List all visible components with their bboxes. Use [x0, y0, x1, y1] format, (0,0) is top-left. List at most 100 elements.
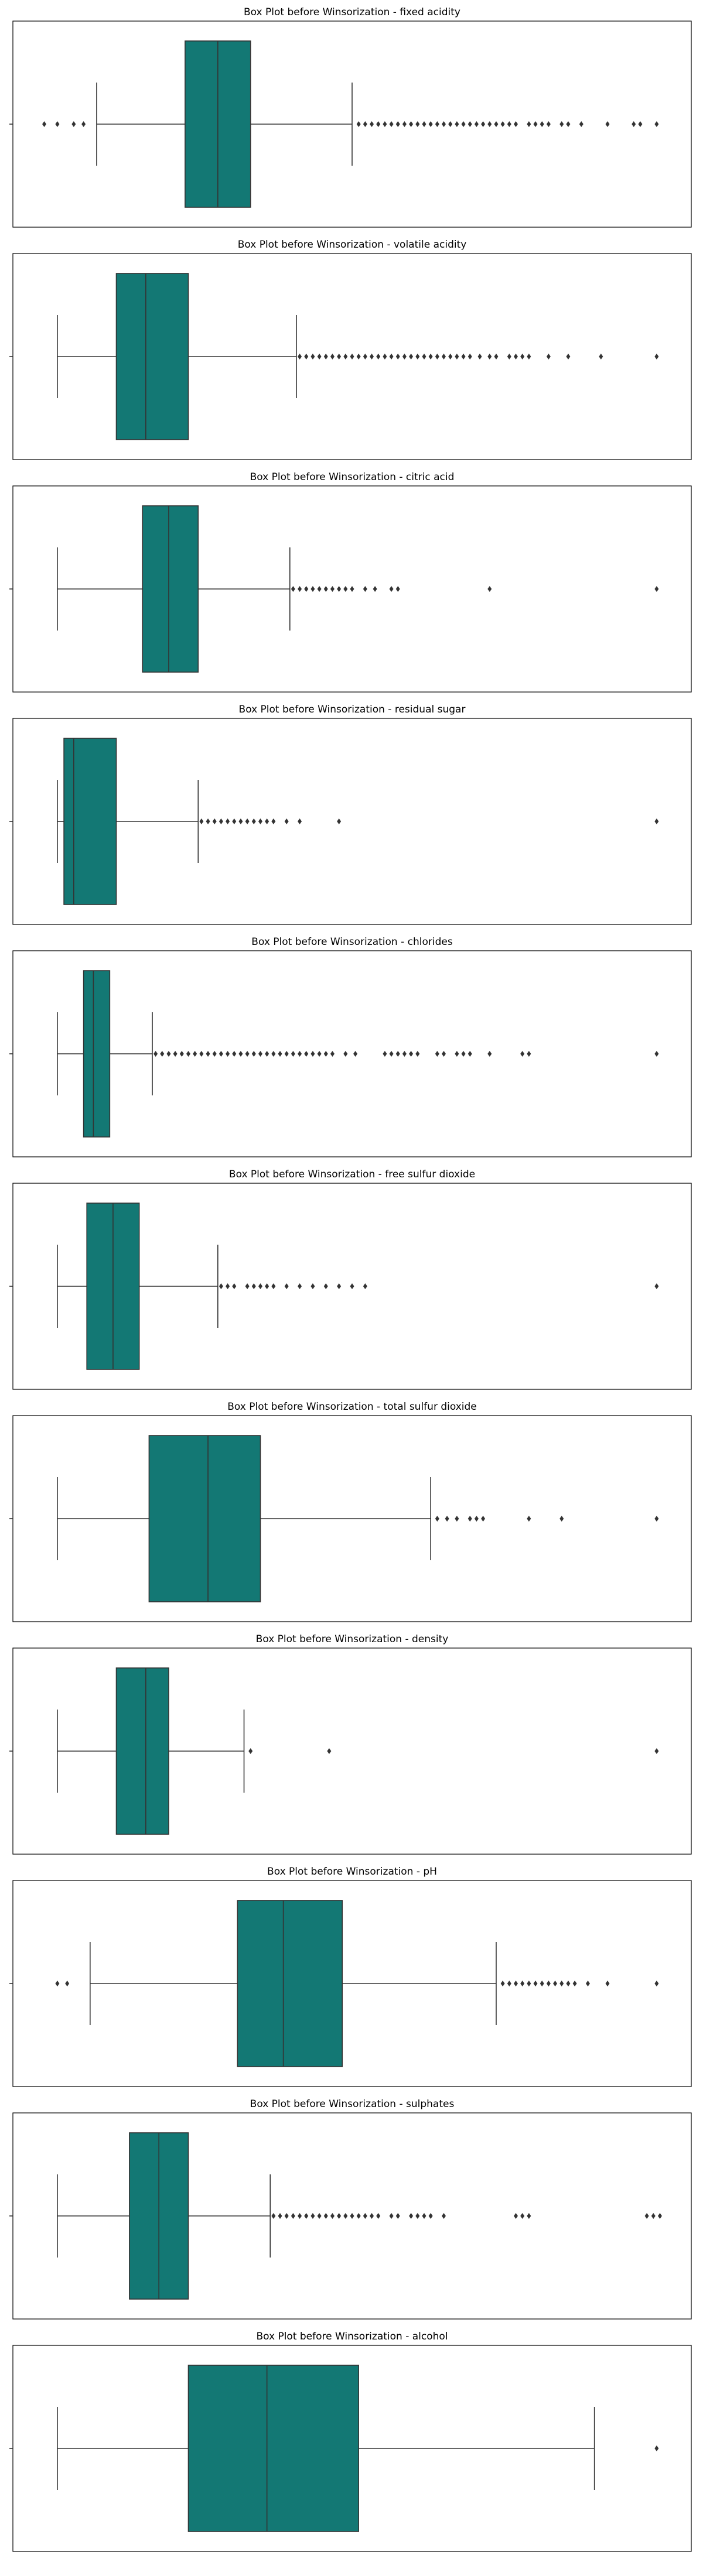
outlier-point [445, 1516, 449, 1522]
outlier-point [585, 1981, 590, 1986]
outlier-point [238, 1051, 243, 1057]
outlier-point [487, 354, 492, 359]
outlier-point [540, 121, 544, 127]
outlier-point [356, 2213, 361, 2219]
outlier-point [527, 354, 531, 359]
outlier-point [330, 354, 335, 359]
outlier-point [654, 354, 659, 359]
outlier-point [514, 2213, 518, 2219]
outlier-point [219, 1283, 223, 1289]
outlier-point [226, 1283, 230, 1289]
outlier-point [337, 2213, 342, 2219]
outlier-point [238, 818, 243, 824]
outlier-point [514, 1981, 518, 1986]
outlier-point [415, 354, 420, 359]
outlier-point [298, 818, 302, 824]
outlier-point [383, 354, 387, 359]
outlier-point [572, 1981, 577, 1986]
outlier-point [428, 354, 433, 359]
box-plot-panel: Box Plot before Winsorization - alcohol [9, 2331, 692, 2552]
outlier-point [251, 1051, 256, 1057]
outlier-point [284, 1283, 289, 1289]
outlier-point [461, 1051, 466, 1057]
outlier-point [527, 2213, 531, 2219]
outlier-point [500, 121, 505, 127]
outlier-point [370, 354, 374, 359]
outlier-point [654, 1051, 659, 1057]
outlier-point [467, 1051, 472, 1057]
box-plot-panel: Box Plot before Winsorization - sulphate… [9, 2098, 692, 2320]
outlier-point [455, 1516, 459, 1522]
outlier-point [654, 1748, 659, 1754]
outlier-point [310, 2213, 315, 2219]
box-plot-panel: Box Plot before Winsorization - fixed ac… [9, 6, 692, 228]
outlier-point [579, 121, 583, 127]
outlier-point [546, 121, 551, 127]
outlier-point [514, 121, 518, 127]
box-plot-panel: Box Plot before Winsorization - chloride… [9, 936, 692, 1157]
outlier-point [310, 1283, 315, 1289]
outlier-point [271, 818, 276, 824]
outlier-point [330, 2213, 335, 2219]
outlier-point [265, 1283, 269, 1289]
outlier-point [566, 1981, 571, 1986]
outlier-point [389, 354, 394, 359]
outlier-point [206, 1051, 210, 1057]
outlier-point [422, 354, 426, 359]
outlier-point [310, 1051, 315, 1057]
outlier-point [337, 818, 342, 824]
outlier-point [487, 121, 492, 127]
outlier-point [442, 2213, 446, 2219]
outlier-point [330, 1051, 335, 1057]
outlier-point [337, 586, 342, 592]
outlier-point [343, 2213, 348, 2219]
outlier-point [55, 1981, 60, 1986]
outlier-point [442, 121, 446, 127]
outlier-point [42, 121, 47, 127]
outlier-point [428, 121, 433, 127]
outlier-point [337, 354, 342, 359]
chart-title: Box Plot before Winsorization - sulphate… [250, 2098, 455, 2110]
outlier-point [166, 1051, 171, 1057]
outlier-point [409, 2213, 414, 2219]
outlier-point [402, 354, 407, 359]
outlier-point [415, 121, 420, 127]
outlier-point [251, 818, 256, 824]
outlier-point [298, 1051, 302, 1057]
outlier-point [291, 1051, 295, 1057]
outlier-point [654, 1981, 659, 1986]
outlier-point [179, 1051, 184, 1057]
outlier-point [507, 1981, 511, 1986]
outlier-point [455, 1051, 459, 1057]
box-plot-panel: Box Plot before Winsorization - total su… [9, 1401, 692, 1622]
chart-title: Box Plot before Winsorization - residual… [239, 704, 466, 715]
outlier-point [395, 586, 400, 592]
outlier-point [507, 354, 511, 359]
outlier-point [271, 1051, 276, 1057]
outlier-point [435, 1051, 439, 1057]
outlier-point [553, 1981, 558, 1986]
outlier-point [533, 121, 538, 127]
outlier-point [428, 2213, 433, 2219]
outlier-point [55, 121, 60, 127]
iqr-box [115, 273, 189, 440]
iqr-box [187, 2365, 359, 2532]
outlier-point [657, 2213, 662, 2219]
iqr-box [142, 505, 199, 673]
outlier-point [350, 2213, 354, 2219]
outlier-point [599, 354, 603, 359]
outlier-point [153, 1051, 158, 1057]
outlier-point [186, 1051, 190, 1057]
box-plot-panel: Box Plot before Winsorization - residual… [9, 704, 692, 925]
outlier-point [317, 586, 322, 592]
outlier-point [258, 1051, 262, 1057]
outlier-point [323, 1283, 328, 1289]
iqr-box [63, 738, 117, 905]
outlier-point [654, 1516, 659, 1522]
outlier-point [442, 1051, 446, 1057]
outlier-point [481, 1516, 486, 1522]
outlier-point [219, 1051, 223, 1057]
outlier-point [330, 586, 335, 592]
outlier-point [409, 121, 414, 127]
